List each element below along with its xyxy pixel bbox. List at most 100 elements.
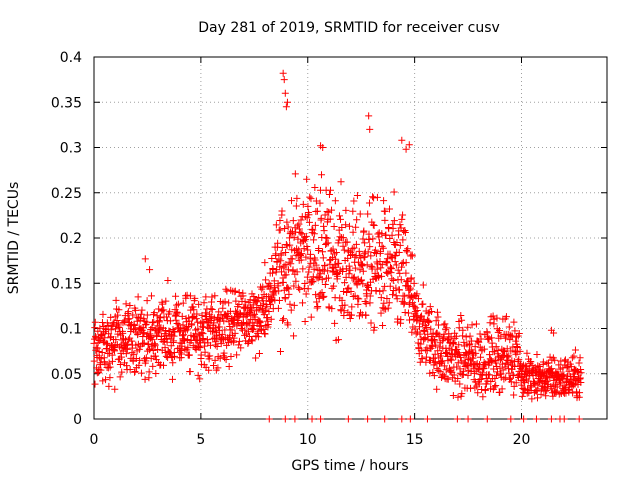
data-point <box>126 365 134 373</box>
data-point <box>170 332 178 340</box>
data-point-zero <box>398 415 406 423</box>
data-point <box>468 321 476 329</box>
data-point <box>235 337 243 345</box>
data-point <box>352 240 360 248</box>
data-point <box>151 341 159 349</box>
data-point <box>141 375 149 383</box>
data-point <box>395 286 403 294</box>
data-point <box>565 367 573 375</box>
data-point <box>285 290 293 298</box>
data-point <box>311 256 319 264</box>
data-point <box>429 369 437 377</box>
data-point <box>388 264 396 272</box>
data-point <box>96 337 104 345</box>
data-point <box>471 343 479 351</box>
data-point <box>208 305 216 313</box>
data-point <box>512 337 520 345</box>
data-point <box>396 241 404 249</box>
data-point <box>239 292 247 300</box>
data-point <box>488 334 496 342</box>
data-point <box>351 264 359 272</box>
data-point <box>318 288 326 296</box>
data-point <box>156 325 164 333</box>
y-tick-label: 0 <box>73 412 82 428</box>
data-point <box>176 348 184 356</box>
data-point <box>209 335 217 343</box>
data-point <box>128 337 136 345</box>
data-point <box>396 221 404 229</box>
data-point <box>303 175 311 183</box>
data-point <box>557 378 565 386</box>
data-point <box>402 247 410 255</box>
data-point <box>373 265 381 273</box>
data-point <box>144 340 152 348</box>
data-point <box>124 315 132 323</box>
data-point <box>194 343 202 351</box>
data-point <box>482 380 490 388</box>
data-point <box>379 287 387 295</box>
data-point <box>124 340 132 348</box>
data-point <box>124 308 132 316</box>
data-point <box>561 385 569 393</box>
data-point <box>162 331 170 339</box>
data-point <box>323 207 331 215</box>
data-point <box>454 374 462 382</box>
data-point <box>272 221 280 229</box>
data-point <box>250 293 258 301</box>
data-point <box>233 322 241 330</box>
data-point <box>388 231 396 239</box>
data-point <box>293 194 301 202</box>
data-point <box>259 283 267 291</box>
data-point <box>297 216 305 224</box>
data-point <box>292 202 300 210</box>
data-point <box>223 287 231 295</box>
data-point <box>283 218 291 226</box>
data-point <box>154 329 162 337</box>
data-point <box>312 261 320 269</box>
data-point <box>393 295 401 303</box>
data-point <box>430 372 438 380</box>
data-point <box>286 300 294 308</box>
data-point <box>486 319 494 327</box>
data-point <box>488 358 496 366</box>
data-point <box>464 323 472 331</box>
data-point-zero <box>344 415 352 423</box>
data-point <box>577 365 585 373</box>
data-point <box>158 298 166 306</box>
data-point <box>137 310 145 318</box>
data-point <box>444 375 452 383</box>
data-point <box>120 317 128 325</box>
data-point <box>250 325 258 333</box>
data-point <box>293 268 301 276</box>
data-point <box>251 316 259 324</box>
data-point <box>370 323 378 331</box>
data-point <box>316 199 324 207</box>
data-point <box>98 349 106 357</box>
data-point <box>148 319 156 327</box>
data-point <box>313 304 321 312</box>
data-point <box>282 271 290 279</box>
data-point <box>211 356 219 364</box>
data-point <box>410 279 418 287</box>
data-point <box>262 276 270 284</box>
data-point <box>254 327 262 335</box>
data-point <box>377 294 385 302</box>
data-point-peak <box>402 145 410 153</box>
x-tick-label: 10 <box>299 432 317 448</box>
data-point <box>430 354 438 362</box>
data-point <box>521 379 529 387</box>
data-point-zero <box>532 415 540 423</box>
data-point <box>261 259 269 267</box>
data-point <box>432 341 440 349</box>
data-point <box>137 369 145 377</box>
data-point-zero <box>507 415 515 423</box>
data-point <box>256 318 264 326</box>
data-point <box>136 314 144 322</box>
data-point <box>505 352 513 360</box>
y-tick-label: 0.15 <box>51 276 82 292</box>
data-point <box>350 197 358 205</box>
data-point <box>284 321 292 329</box>
data-point <box>235 300 243 308</box>
x-axis-label: GPS time / hours <box>291 458 408 474</box>
data-point <box>464 371 472 379</box>
